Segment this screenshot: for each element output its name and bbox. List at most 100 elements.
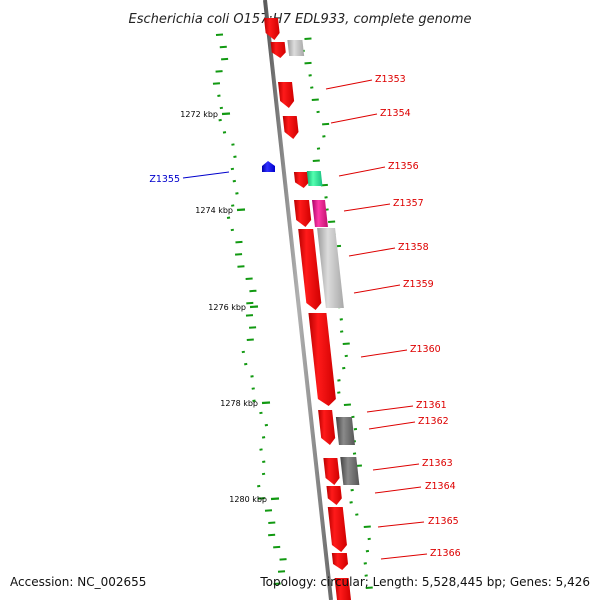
label-leader-line (348, 247, 396, 257)
gc-mark (230, 228, 234, 232)
gene-arrow[interactable] (327, 507, 347, 552)
kbp-label: 1280 kbp (229, 495, 267, 504)
gene-arrow[interactable] (270, 42, 286, 58)
gc-mark (365, 586, 373, 589)
gene-arrow[interactable] (306, 171, 323, 186)
gc-mark (259, 448, 263, 451)
gc-mark (312, 159, 320, 162)
gene-arrow[interactable] (326, 486, 342, 505)
gc-mark (246, 301, 254, 305)
gc-mark (343, 403, 351, 406)
gc-mark (325, 208, 329, 211)
gc-mark (241, 350, 245, 354)
label-leader-line (182, 171, 230, 179)
gc-mark (316, 147, 321, 150)
gene-label[interactable]: Z1362 (418, 416, 449, 427)
gc-mark (304, 37, 312, 40)
gene-arrow[interactable] (287, 40, 305, 56)
gene-label[interactable]: Z1363 (422, 458, 453, 469)
gc-mark (273, 582, 281, 585)
gc-mark (231, 204, 235, 207)
gene-arrow[interactable] (293, 172, 310, 188)
gc-mark (212, 82, 221, 85)
gene-arrow[interactable] (294, 200, 312, 227)
gc-mark (219, 106, 224, 110)
gc-mark (351, 415, 355, 419)
gc-mark (257, 497, 265, 500)
gc-mark (363, 562, 367, 565)
gene-arrow-reverse[interactable] (262, 161, 275, 172)
kbp-tick (249, 305, 259, 309)
gene-arrow[interactable] (334, 578, 351, 600)
gc-mark (308, 74, 312, 77)
gene-labels: Z1353 Z1354 Z1355 Z1356 Z1357 Z1358 Z1359 Z1360… (149, 74, 461, 560)
gene-label[interactable]: Z1366 (430, 548, 461, 559)
gc-mark (250, 375, 254, 378)
gc-mark (264, 423, 269, 427)
gc-mark (232, 179, 236, 183)
label-leader-line (360, 349, 408, 358)
label-leader-line (338, 166, 386, 177)
gc-mark (339, 318, 343, 321)
gene-arrow[interactable] (317, 228, 344, 308)
gc-mark (367, 537, 371, 541)
gc-mark (259, 411, 263, 415)
gene-arrow[interactable] (308, 313, 336, 406)
gene-label[interactable]: Z1355 (149, 174, 180, 185)
gc-mark (340, 330, 344, 333)
gene-arrow[interactable] (263, 18, 280, 40)
gc-mark (262, 460, 266, 463)
gene-arrow[interactable] (323, 458, 340, 485)
gene-label[interactable]: Z1360 (410, 344, 441, 355)
gene-label[interactable]: Z1359 (403, 279, 434, 290)
genome-backbone (263, 0, 333, 600)
gene-arrow[interactable] (318, 410, 336, 445)
gene-arrow[interactable] (298, 229, 322, 310)
gc-mark (245, 314, 254, 317)
gene-arrow[interactable] (335, 417, 355, 445)
kbp-label: 1278 kbp (220, 399, 258, 408)
gc-mark (365, 549, 370, 553)
gc-mark (221, 57, 229, 61)
gene-label[interactable]: Z1354 (380, 108, 411, 119)
gene-label[interactable]: Z1358 (398, 242, 429, 253)
gc-mark (316, 110, 320, 114)
gc-mark (235, 192, 239, 195)
kbp-label: 1276 kbp (208, 303, 246, 312)
gene-arrow[interactable] (282, 116, 299, 139)
gene-label[interactable]: Z1365 (428, 516, 459, 527)
gc-mark (337, 379, 341, 382)
gc-mark (217, 94, 221, 97)
gene-label[interactable]: Z1361 (416, 400, 447, 411)
gc-mark (277, 570, 286, 573)
label-leader-line (368, 421, 416, 430)
gc-mark (237, 265, 245, 268)
map-title: Escherichia coli O157:H7 EDL933, complet… (129, 12, 472, 27)
gc-mark (249, 289, 257, 293)
gc-mark (230, 167, 235, 171)
gene-label[interactable]: Z1364 (425, 481, 456, 492)
gene-label[interactable]: Z1356 (388, 161, 419, 172)
label-leader-line (325, 79, 373, 90)
gc-mark (311, 98, 319, 101)
gene-arrow[interactable] (331, 553, 349, 570)
label-leader-line (374, 486, 422, 494)
gc-mark (355, 513, 359, 516)
gene-arrow[interactable] (278, 82, 295, 108)
gc-mark (304, 61, 312, 65)
gc-mark (231, 143, 235, 146)
gene-arrow[interactable] (312, 200, 328, 227)
gc-mark (322, 122, 330, 126)
gc-mark (235, 253, 243, 256)
gene-label[interactable]: Z1357 (393, 198, 424, 209)
kbp-tick (236, 208, 246, 212)
gc-mark (322, 135, 326, 138)
label-leader-line (377, 521, 425, 528)
gc-mark (349, 501, 353, 504)
gc-mark (342, 366, 346, 370)
gene-label[interactable]: Z1353 (375, 74, 406, 85)
gc-mark (222, 131, 227, 134)
gene-arrow[interactable] (340, 457, 360, 485)
